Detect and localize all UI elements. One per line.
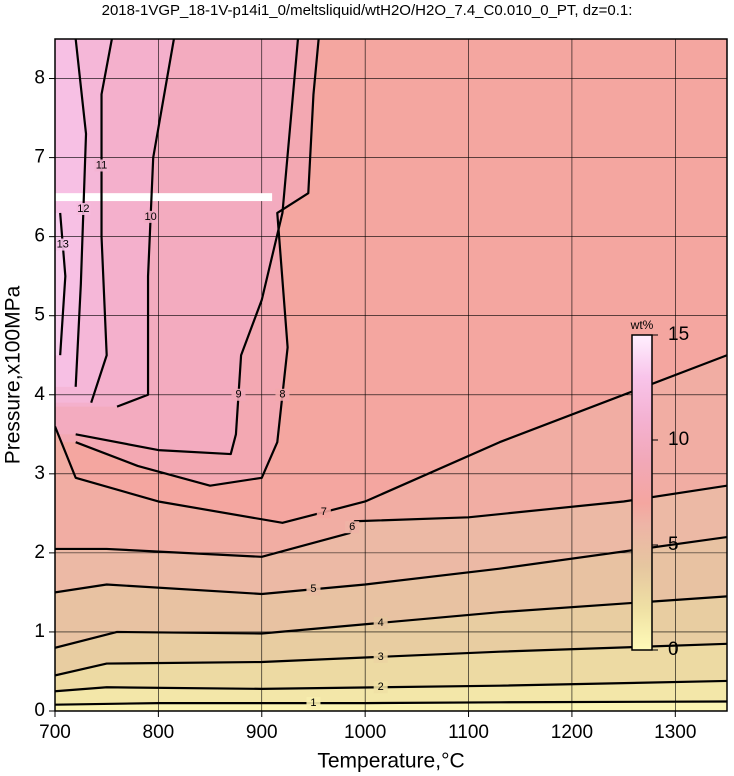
contour-label-bg [143,210,158,223]
x-tick-label: 800 [143,722,175,743]
y-axis-label: Pressure,x100MPa [2,285,25,464]
contour-label-bg [55,238,70,251]
y-tick-label: 7 [34,147,45,168]
contour-label-bg [76,202,91,215]
contour-label-bg [306,583,321,596]
contour-label: 7 [321,506,327,518]
contour-line [90,39,113,404]
y-tick-label: 1 [34,621,45,642]
white-band [55,193,273,202]
y-tick-label: 8 [34,68,45,89]
contour-label: 6 [349,521,355,533]
x-tick-label: 700 [39,722,71,743]
x-tick-label: 1200 [551,722,593,743]
colorbar [631,334,653,651]
plot-frame [54,38,728,712]
colorbar-tick-label: 10 [668,429,689,450]
contour-label: 10 [145,211,157,223]
contour-label: 13 [57,238,69,250]
y-tick-label: 0 [34,700,45,721]
y-tick-label: 5 [34,305,45,326]
contour-label-bg [94,159,109,172]
x-tick-label: 1000 [344,722,386,743]
contour-line [116,39,175,408]
colorbar-label: wt% [630,318,654,332]
contour-label: 1 [310,697,316,709]
contour-label: 12 [77,203,89,215]
y-tick-label: 3 [34,463,45,484]
x-axis-label: Temperature,°C [317,750,464,773]
contour-label-bg [316,506,331,519]
colorbar-tick-label: 5 [668,534,679,555]
y-tick-label: 2 [34,542,45,563]
contour-label-bg [373,681,388,694]
colorbar-tick-label: 15 [668,324,689,345]
contour-line [55,642,727,677]
colorbar-tick-label: 0 [668,639,679,660]
contour-label: 3 [378,651,384,663]
contour-label-bg [373,650,388,663]
chart-title: 2018-1VGP_18-1V-p14i1_0/meltsliquid/wtH2… [102,2,633,19]
contour-line [59,212,67,356]
contour-label-bg [373,616,388,629]
contour-label: 9 [235,389,241,401]
contour-line [55,354,727,524]
contour-label-bg [231,388,246,401]
x-tick-label: 1300 [654,722,696,743]
contour-line [55,595,727,649]
contour-label: 5 [310,583,316,595]
contour-label: 8 [279,389,285,401]
contour-label: 2 [378,681,384,693]
x-tick-label: 900 [246,722,278,743]
contour-label: 4 [378,617,384,629]
contour-label: 11 [96,159,107,171]
y-tick-label: 6 [34,226,45,247]
x-tick-label: 1100 [448,722,489,743]
contour-label-bg [345,521,360,534]
contour-line [55,679,727,693]
contour-label-bg [275,388,290,401]
contour-label-bg [306,697,321,710]
y-tick-label: 4 [34,384,45,405]
